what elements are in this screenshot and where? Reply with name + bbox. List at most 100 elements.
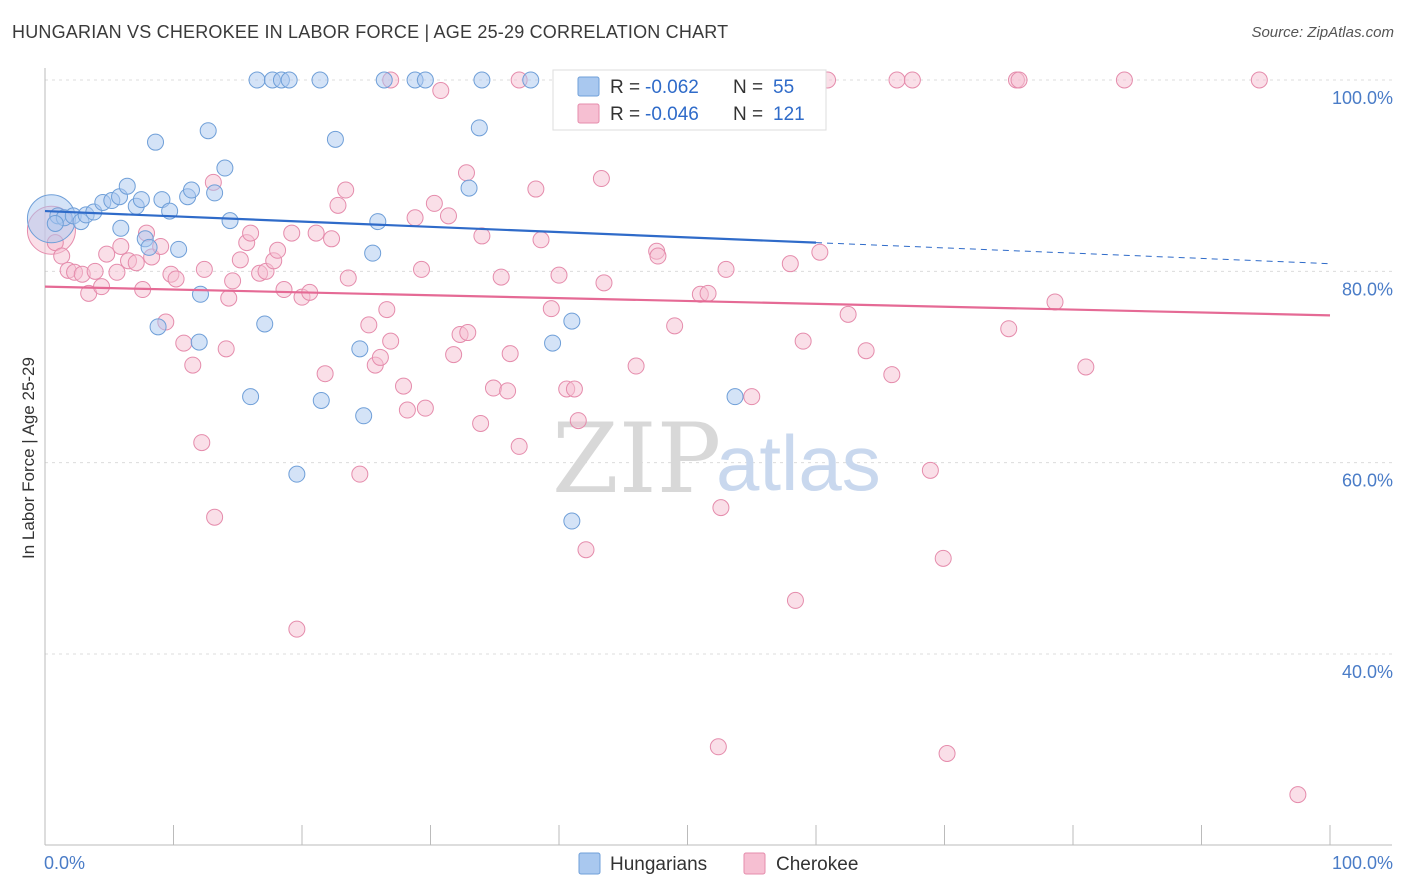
hungarian-point bbox=[460, 179, 478, 197]
hungarian-point bbox=[355, 407, 373, 425]
hungarians-n-label: N = bbox=[733, 77, 763, 98]
cherokee-point bbox=[501, 345, 519, 363]
cherokee-point bbox=[811, 243, 829, 261]
cherokee-point bbox=[1289, 786, 1307, 804]
cherokee-point bbox=[472, 414, 490, 432]
y-axis-title: In Labor Force | Age 25-29 bbox=[19, 357, 38, 559]
cherokee-point bbox=[717, 260, 735, 278]
hungarian-point bbox=[147, 133, 165, 151]
cherokee-point bbox=[709, 738, 727, 756]
cherokee-point bbox=[542, 300, 560, 318]
hungarian-point bbox=[140, 238, 158, 256]
cherokee-point bbox=[595, 274, 613, 292]
cherokee-point bbox=[406, 209, 424, 227]
cherokee-r-value: -0.046 bbox=[645, 104, 699, 125]
cherokee-point bbox=[339, 269, 357, 287]
hungarian-point bbox=[312, 391, 330, 409]
cherokee-point bbox=[112, 237, 130, 255]
watermark: ZIP atlas bbox=[552, 403, 881, 515]
cherokee-point bbox=[499, 382, 517, 400]
cherokee-point bbox=[492, 268, 510, 286]
cherokee-point bbox=[1010, 71, 1028, 89]
hungarian-point bbox=[544, 334, 562, 352]
legend-hungarians-swatch bbox=[578, 852, 601, 875]
cherokee-point bbox=[224, 272, 242, 290]
hungarian-point bbox=[351, 340, 369, 358]
cherokee-point bbox=[459, 324, 477, 342]
cherokee-point bbox=[921, 461, 939, 479]
y-tick-label: 60.0% bbox=[1342, 471, 1393, 491]
cherokee-point bbox=[484, 379, 502, 397]
hungarians-r-label: R = bbox=[610, 77, 640, 98]
cherokee-point bbox=[1046, 293, 1064, 311]
cherokee-point bbox=[98, 245, 116, 263]
cherokee-point bbox=[666, 317, 684, 335]
cherokee-swatch bbox=[577, 103, 600, 124]
cherokee-point bbox=[127, 254, 145, 272]
cherokee-point bbox=[857, 342, 875, 360]
cherokee-r-label: R = bbox=[610, 104, 640, 125]
cherokee-point bbox=[699, 284, 717, 302]
cherokee-point bbox=[550, 266, 568, 284]
hungarian-point bbox=[364, 244, 382, 262]
legend-cherokee-swatch bbox=[743, 852, 766, 875]
cherokee-point bbox=[108, 263, 126, 281]
cherokee-point bbox=[883, 366, 901, 384]
cherokee-point bbox=[316, 365, 334, 383]
cherokee-point bbox=[527, 180, 545, 198]
hungarian-point bbox=[416, 71, 434, 89]
legend-hungarians-label: Hungarians bbox=[610, 854, 707, 875]
cherokee-point bbox=[329, 196, 347, 214]
cherokee-point bbox=[175, 334, 193, 352]
cherokee-point bbox=[712, 499, 730, 517]
hungarian-point bbox=[191, 285, 209, 303]
cherokee-point bbox=[351, 465, 369, 483]
hungarian-point bbox=[182, 181, 200, 199]
hungarian-point bbox=[726, 388, 744, 406]
cherokee-point bbox=[439, 207, 457, 225]
hungarian-point bbox=[563, 512, 581, 530]
y-tick-label: 100.0% bbox=[1332, 88, 1393, 108]
hungarian-point bbox=[46, 215, 64, 232]
x-tick-label-min: 0.0% bbox=[44, 853, 85, 873]
cherokee-n-value: 121 bbox=[773, 104, 805, 125]
cherokee-point bbox=[217, 340, 235, 358]
cherokee-point bbox=[432, 82, 450, 100]
hungarians-r-value: -0.062 bbox=[645, 77, 699, 98]
x-tick-label-max: 100.0% bbox=[1332, 853, 1393, 873]
cherokee-point bbox=[93, 278, 111, 296]
hungarian-point bbox=[170, 240, 188, 258]
cherokee-point bbox=[649, 247, 667, 265]
cherokee-point bbox=[903, 71, 921, 89]
cherokee-point bbox=[53, 247, 71, 265]
cherokee-point bbox=[781, 255, 799, 273]
cherokee-point bbox=[888, 71, 906, 89]
cherokee-point bbox=[242, 224, 260, 242]
hungarians-swatch bbox=[577, 76, 600, 97]
hungarian-point bbox=[221, 212, 239, 230]
hungarian-point bbox=[522, 71, 540, 89]
cherokee-point bbox=[360, 316, 378, 334]
hungarian-point bbox=[288, 465, 306, 483]
hungarian-point bbox=[216, 159, 234, 177]
trend-lines bbox=[44, 209, 1331, 317]
cherokee-point bbox=[184, 356, 202, 374]
cherokee-n-label: N = bbox=[733, 104, 763, 125]
hungarian-point bbox=[375, 71, 393, 89]
cherokee-point bbox=[569, 412, 587, 430]
cherokee-point bbox=[457, 164, 475, 182]
gridlines bbox=[45, 79, 1392, 655]
cherokee-point bbox=[288, 620, 306, 638]
hungarian-point bbox=[132, 191, 150, 209]
cherokee-point bbox=[938, 744, 956, 762]
cherokee-point bbox=[445, 346, 463, 364]
cherokee-point bbox=[307, 224, 325, 242]
cherokee-point bbox=[1077, 358, 1095, 376]
cherokee-point bbox=[743, 388, 761, 406]
hungarian-point bbox=[280, 71, 298, 89]
cherokee-point bbox=[275, 281, 293, 299]
tick-labels: 40.0% 60.0% 80.0% 100.0% 0.0% 100.0% bbox=[44, 88, 1393, 873]
chart-title: HUNGARIAN VS CHEROKEE IN LABOR FORCE | A… bbox=[12, 22, 729, 42]
hungarians-n-value: 55 bbox=[773, 77, 794, 98]
